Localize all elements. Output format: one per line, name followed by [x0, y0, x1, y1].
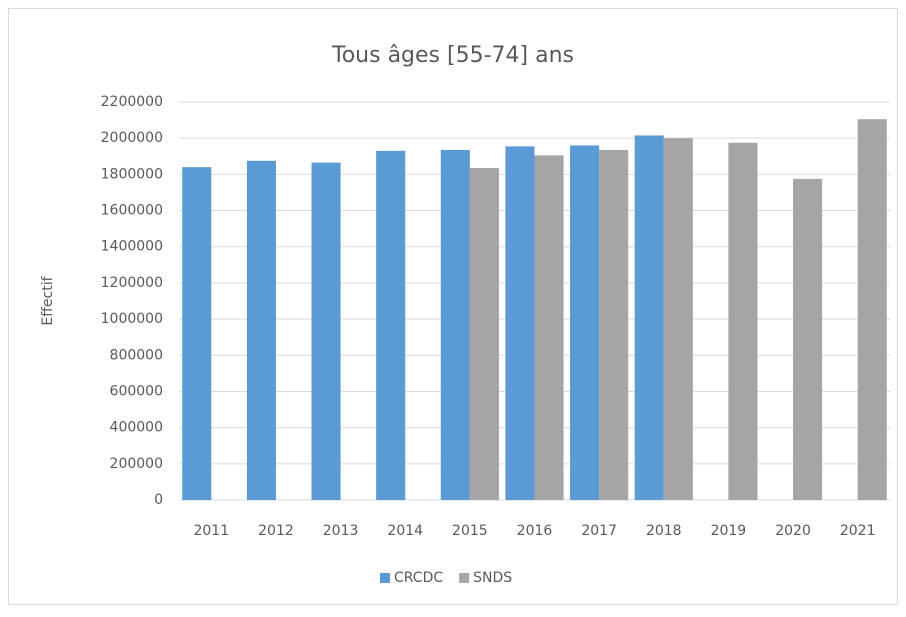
y-tick-label: 2000000	[101, 130, 163, 146]
x-tick-label: 2021	[840, 523, 876, 539]
bar	[663, 138, 693, 500]
x-tick-label: 2019	[711, 523, 747, 539]
bar	[440, 149, 470, 500]
x-tick-label: 2017	[581, 523, 617, 539]
y-axis-label: Effectif	[40, 275, 56, 325]
bar	[311, 162, 341, 500]
bar	[793, 178, 823, 501]
y-tick-label: 1000000	[101, 311, 163, 327]
bar	[857, 119, 887, 500]
y-tick-label: 1200000	[101, 275, 163, 291]
x-tick-label: 2013	[323, 523, 359, 539]
y-tick-label: 400000	[110, 420, 163, 436]
y-tick-label: 800000	[110, 347, 163, 363]
y-tick-label: 0	[154, 492, 163, 508]
x-tick-label: 2014	[387, 523, 423, 539]
bar	[376, 150, 406, 500]
y-tick-label: 200000	[110, 456, 163, 472]
x-tick-label: 2020	[775, 523, 811, 539]
x-tick-label: 2016	[517, 523, 553, 539]
chart-title: Tous âges [55-74] ans	[331, 43, 574, 68]
legend-swatch	[380, 573, 390, 583]
y-tick-label: 1400000	[101, 239, 163, 255]
bar	[246, 160, 276, 500]
bar	[534, 155, 564, 501]
legend-swatch	[459, 573, 470, 583]
legend-label: CRCDC	[394, 570, 443, 586]
y-tick-label: 1600000	[101, 203, 163, 219]
y-tick-label: 1800000	[101, 166, 163, 182]
bar	[634, 135, 664, 500]
bar	[728, 142, 758, 501]
bar	[469, 168, 499, 501]
x-tick-label: 2012	[258, 523, 294, 539]
bar	[599, 149, 629, 500]
x-tick-label: 2015	[452, 523, 488, 539]
x-tick-label: 2011	[193, 523, 229, 539]
bar	[182, 167, 212, 501]
legend-label: SNDS	[473, 570, 512, 586]
y-tick-label: 600000	[110, 383, 163, 399]
bar	[505, 146, 535, 500]
y-tick-label: 2200000	[101, 94, 163, 110]
bar	[570, 145, 600, 500]
x-tick-label: 2018	[646, 523, 682, 539]
